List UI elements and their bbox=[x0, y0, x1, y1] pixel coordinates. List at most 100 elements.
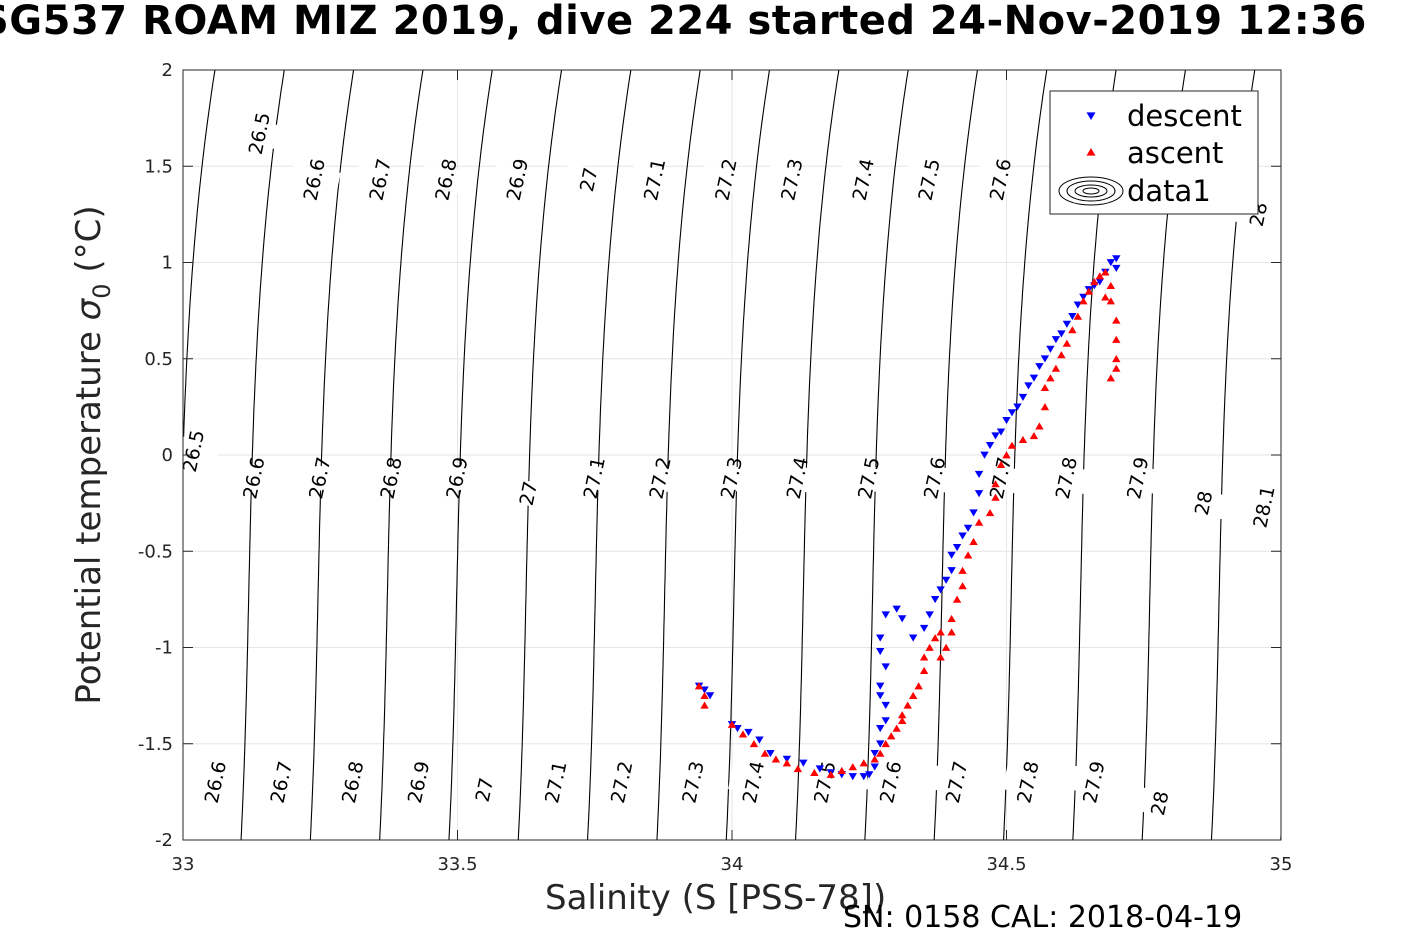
ascent-point bbox=[897, 716, 907, 725]
ascent-point bbox=[727, 720, 737, 728]
x-tick-label: 33 bbox=[172, 854, 195, 875]
descent-point bbox=[876, 692, 885, 700]
ascent-point bbox=[958, 582, 967, 590]
ascent-point bbox=[1040, 403, 1050, 411]
descent-point bbox=[1051, 336, 1061, 344]
ascent-point bbox=[903, 701, 912, 709]
ascent-point bbox=[908, 691, 918, 699]
contour-label: 27.4 bbox=[849, 157, 879, 203]
contour-label-bg bbox=[706, 461, 758, 495]
contour-label-bg bbox=[458, 773, 511, 807]
ascent-point bbox=[1040, 383, 1050, 391]
y-tick-label: -0.5 bbox=[138, 541, 173, 562]
contour-label-bg bbox=[909, 461, 962, 495]
contour-label-bg bbox=[420, 162, 473, 197]
contour-label: 26.6 bbox=[239, 455, 269, 501]
legend-contour-icon bbox=[1058, 176, 1124, 206]
x-tick-label: 35 bbox=[1270, 854, 1293, 875]
contour-label-bg bbox=[365, 461, 418, 495]
ascent-point bbox=[1018, 435, 1028, 443]
descent-point bbox=[974, 470, 984, 479]
descent-point bbox=[1112, 255, 1121, 263]
isopycnal-line bbox=[309, 70, 355, 840]
ascent-point bbox=[848, 763, 857, 771]
descent-point bbox=[1040, 355, 1050, 363]
isopycnal-line bbox=[448, 70, 493, 840]
ascent-point bbox=[919, 666, 929, 674]
descent-point bbox=[876, 647, 885, 656]
ascent-point bbox=[936, 653, 945, 661]
ascent-point bbox=[952, 595, 962, 603]
y-tick-label: -1.5 bbox=[138, 734, 173, 755]
contour-label: 26.7 bbox=[365, 157, 395, 203]
ascent-point bbox=[1101, 293, 1110, 301]
ascent-point bbox=[969, 537, 978, 545]
chart-title: SG537 ROAM MIZ 2019, dive 224 started 24… bbox=[0, 0, 1367, 44]
descent-point bbox=[930, 596, 940, 604]
contour-label: 27.3 bbox=[777, 157, 807, 203]
ascent-point bbox=[1095, 272, 1105, 280]
isopycnal-line bbox=[240, 70, 285, 840]
calibration-footer: SN: 0158 CAL: 2018-04-19 bbox=[843, 900, 1243, 935]
y-tick-label: -1 bbox=[155, 638, 173, 659]
descent-point bbox=[974, 490, 984, 498]
isopycnal-line bbox=[379, 70, 424, 840]
contour-label-bg bbox=[771, 461, 824, 495]
contour-label-bg bbox=[431, 461, 484, 495]
descent-point bbox=[1002, 416, 1011, 425]
descent-point bbox=[892, 605, 901, 613]
descent-point bbox=[1007, 409, 1017, 417]
ascent-point bbox=[1051, 364, 1061, 372]
isopycnal-line bbox=[586, 70, 632, 840]
ascent-point bbox=[1090, 277, 1099, 286]
contour-label: 27.1 bbox=[541, 759, 571, 805]
contour-label-bg bbox=[596, 765, 649, 799]
descent-point bbox=[1013, 403, 1022, 411]
contour-label: 26.8 bbox=[338, 759, 368, 805]
ascent-point bbox=[947, 614, 956, 622]
ascent-point bbox=[1029, 431, 1039, 440]
contour-label-bg bbox=[491, 162, 544, 197]
contour-label-bg bbox=[233, 116, 286, 151]
contour-label: 27.9 bbox=[1079, 759, 1109, 805]
contour-label-bg bbox=[667, 765, 720, 799]
ascent-point bbox=[793, 764, 803, 773]
contour-label: 26.7 bbox=[305, 455, 335, 501]
contour-label: 27.1 bbox=[580, 455, 610, 501]
contour-label: 26.6 bbox=[201, 759, 231, 805]
descent-point bbox=[1112, 264, 1121, 273]
ascent-point bbox=[1007, 441, 1017, 449]
descent-point bbox=[952, 544, 962, 552]
isopycnal-line bbox=[656, 70, 701, 840]
ascent-point bbox=[837, 766, 846, 775]
contour-label-bg bbox=[393, 765, 446, 799]
contour-label-bg bbox=[563, 162, 616, 197]
contour-label: 27.4 bbox=[739, 759, 769, 805]
ascent-point bbox=[936, 628, 945, 636]
descent-point bbox=[876, 634, 885, 642]
contour-label: 27.5 bbox=[810, 759, 840, 805]
y-tick-label: 0 bbox=[162, 445, 173, 466]
legend-label-descent: descent bbox=[1127, 99, 1242, 133]
contour-label: 27.1 bbox=[640, 157, 670, 203]
ascent-point bbox=[947, 628, 956, 636]
y-tick-label: 1.5 bbox=[144, 156, 173, 177]
contour-label-bg bbox=[975, 461, 1027, 495]
ascent-point bbox=[1112, 316, 1121, 324]
descent-point bbox=[876, 740, 885, 748]
isopycnal-line bbox=[183, 70, 216, 474]
contour-label: 27 bbox=[576, 166, 603, 194]
contour-label-bg bbox=[168, 434, 220, 468]
descent-point bbox=[947, 551, 956, 559]
contour-label: 27 bbox=[516, 479, 543, 507]
contour-label: 26.9 bbox=[503, 157, 533, 203]
isopycnal-line bbox=[1002, 70, 1048, 840]
ascent-point bbox=[1106, 297, 1116, 305]
contour-label-bg bbox=[294, 461, 347, 495]
contour-label-bg bbox=[1002, 765, 1055, 799]
contour-label-bg bbox=[1178, 486, 1231, 520]
descent-point bbox=[815, 765, 825, 773]
